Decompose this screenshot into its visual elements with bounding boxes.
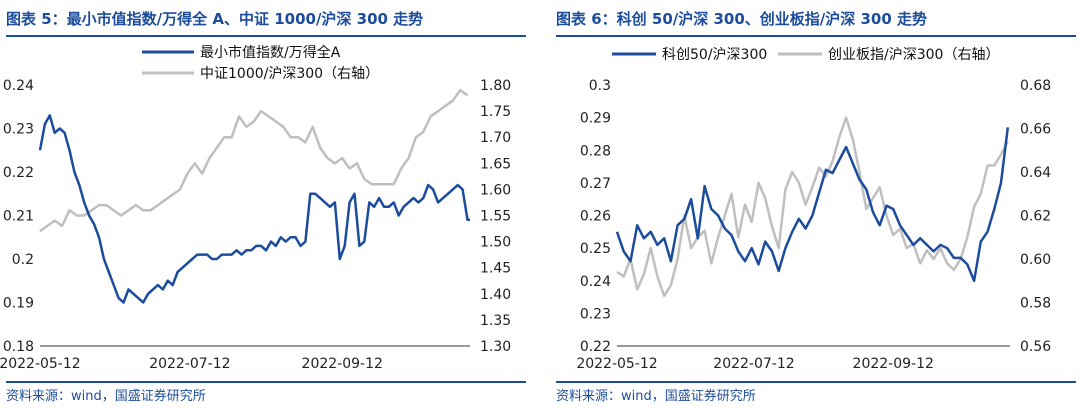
- y-right-tick-label: 1.40: [480, 287, 511, 303]
- y-right-tick-label: 1.30: [480, 339, 511, 355]
- y-left-tick-label: 0.2: [12, 252, 34, 268]
- y-right-tick-label: 1.60: [480, 182, 511, 198]
- chart-title: 图表 5：最小市值指数/万得全 A、中证 1000/沪深 300 走势: [6, 10, 424, 28]
- y-right-tick-label: 0.60: [1020, 252, 1051, 268]
- title-rule: [6, 35, 526, 37]
- y-left-tick-label: 0.18: [3, 339, 34, 355]
- y-left-tick-label: 0.29: [580, 111, 611, 127]
- y-left-tick-label: 0.22: [580, 339, 611, 355]
- y-right-tick-label: 0.68: [1020, 78, 1051, 94]
- x-tick-label: 2022-07-12: [713, 356, 794, 372]
- y-right-tick-label: 1.50: [480, 235, 511, 251]
- y-right-tick-label: 0.66: [1020, 122, 1051, 138]
- source-rule: [6, 381, 526, 383]
- x-tick-label: 2022-05-12: [576, 356, 657, 372]
- y-right-tick-label: 0.62: [1020, 209, 1051, 225]
- y-left-tick-label: 0.28: [580, 143, 611, 159]
- chart-5-plot: 0.18 0.19 0.2 0.21 0.22 0.23 0.24 1.30 1.35 1.40 1…: [0, 44, 511, 372]
- y-left-tick-label: 0.3: [589, 78, 611, 94]
- y-left-tick-label: 0.22: [3, 165, 34, 181]
- legend-label: 中证1000/沪深300（右轴）: [200, 66, 379, 82]
- chart-panel-6: 图表 6：科创 50/沪深 300、创业板指/沪深 300 走势 0.22 0.2…: [550, 0, 1080, 412]
- y-left-tick-label: 0.26: [580, 209, 611, 225]
- y-right-tick-label: 0.56: [1020, 339, 1051, 355]
- chart-6-plot: 0.22 0.23 0.24 0.25 0.26 0.27 0.28 0.29 0.3 0.56 0…: [576, 47, 1051, 372]
- chart-panel-5: 图表 5：最小市值指数/万得全 A、中证 1000/沪深 300 走势 0.18…: [0, 0, 530, 412]
- x-tick-label: 2022-09-12: [853, 356, 934, 372]
- y-right-tick-label: 1.75: [480, 104, 511, 120]
- y-left-tick-label: 0.24: [3, 78, 34, 94]
- y-left-tick-label: 0.24: [580, 274, 611, 290]
- y-right-tick-label: 0.58: [1020, 296, 1051, 312]
- series-line-right-axis: [39, 88, 469, 233]
- series-line-left-axis: [615, 127, 1010, 283]
- y-left-tick-label: 0.23: [3, 122, 34, 138]
- y-right-tick-label: 1.35: [480, 313, 511, 329]
- series-line-right-axis: [616, 116, 1009, 298]
- x-tick-label: 2022-09-12: [302, 356, 383, 372]
- source-note: 资料来源：wind，国盛证券研究所: [6, 389, 206, 404]
- chart-title: 图表 6：科创 50/沪深 300、创业板指/沪深 300 走势: [556, 10, 928, 28]
- y-right-tick-label: 0.64: [1020, 165, 1051, 181]
- y-right-tick-label: 1.80: [480, 78, 511, 94]
- y-left-tick-label: 0.27: [580, 176, 611, 192]
- x-tick-label: 2022-05-12: [0, 356, 81, 372]
- legend-label: 创业板指/沪深300（右轴）: [828, 47, 999, 63]
- source-rule: [556, 381, 1076, 383]
- series-line-left-axis: [38, 114, 470, 304]
- legend-label: 最小市值指数/万得全A: [200, 44, 341, 61]
- y-right-tick-label: 1.45: [480, 261, 511, 277]
- y-left-tick-label: 0.21: [3, 209, 34, 225]
- title-rule: [556, 35, 1076, 37]
- y-right-tick-label: 1.65: [480, 156, 511, 172]
- y-left-tick-label: 0.19: [3, 296, 34, 312]
- y-left-tick-label: 0.25: [580, 241, 611, 257]
- legend-label: 科创50/沪深300: [662, 47, 767, 63]
- y-right-tick-label: 1.70: [480, 130, 511, 146]
- y-left-tick-label: 0.23: [580, 306, 611, 322]
- y-right-tick-label: 1.55: [480, 209, 511, 225]
- x-tick-label: 2022-07-12: [149, 356, 230, 372]
- source-note: 资料来源：wind，国盛证券研究所: [556, 389, 756, 404]
